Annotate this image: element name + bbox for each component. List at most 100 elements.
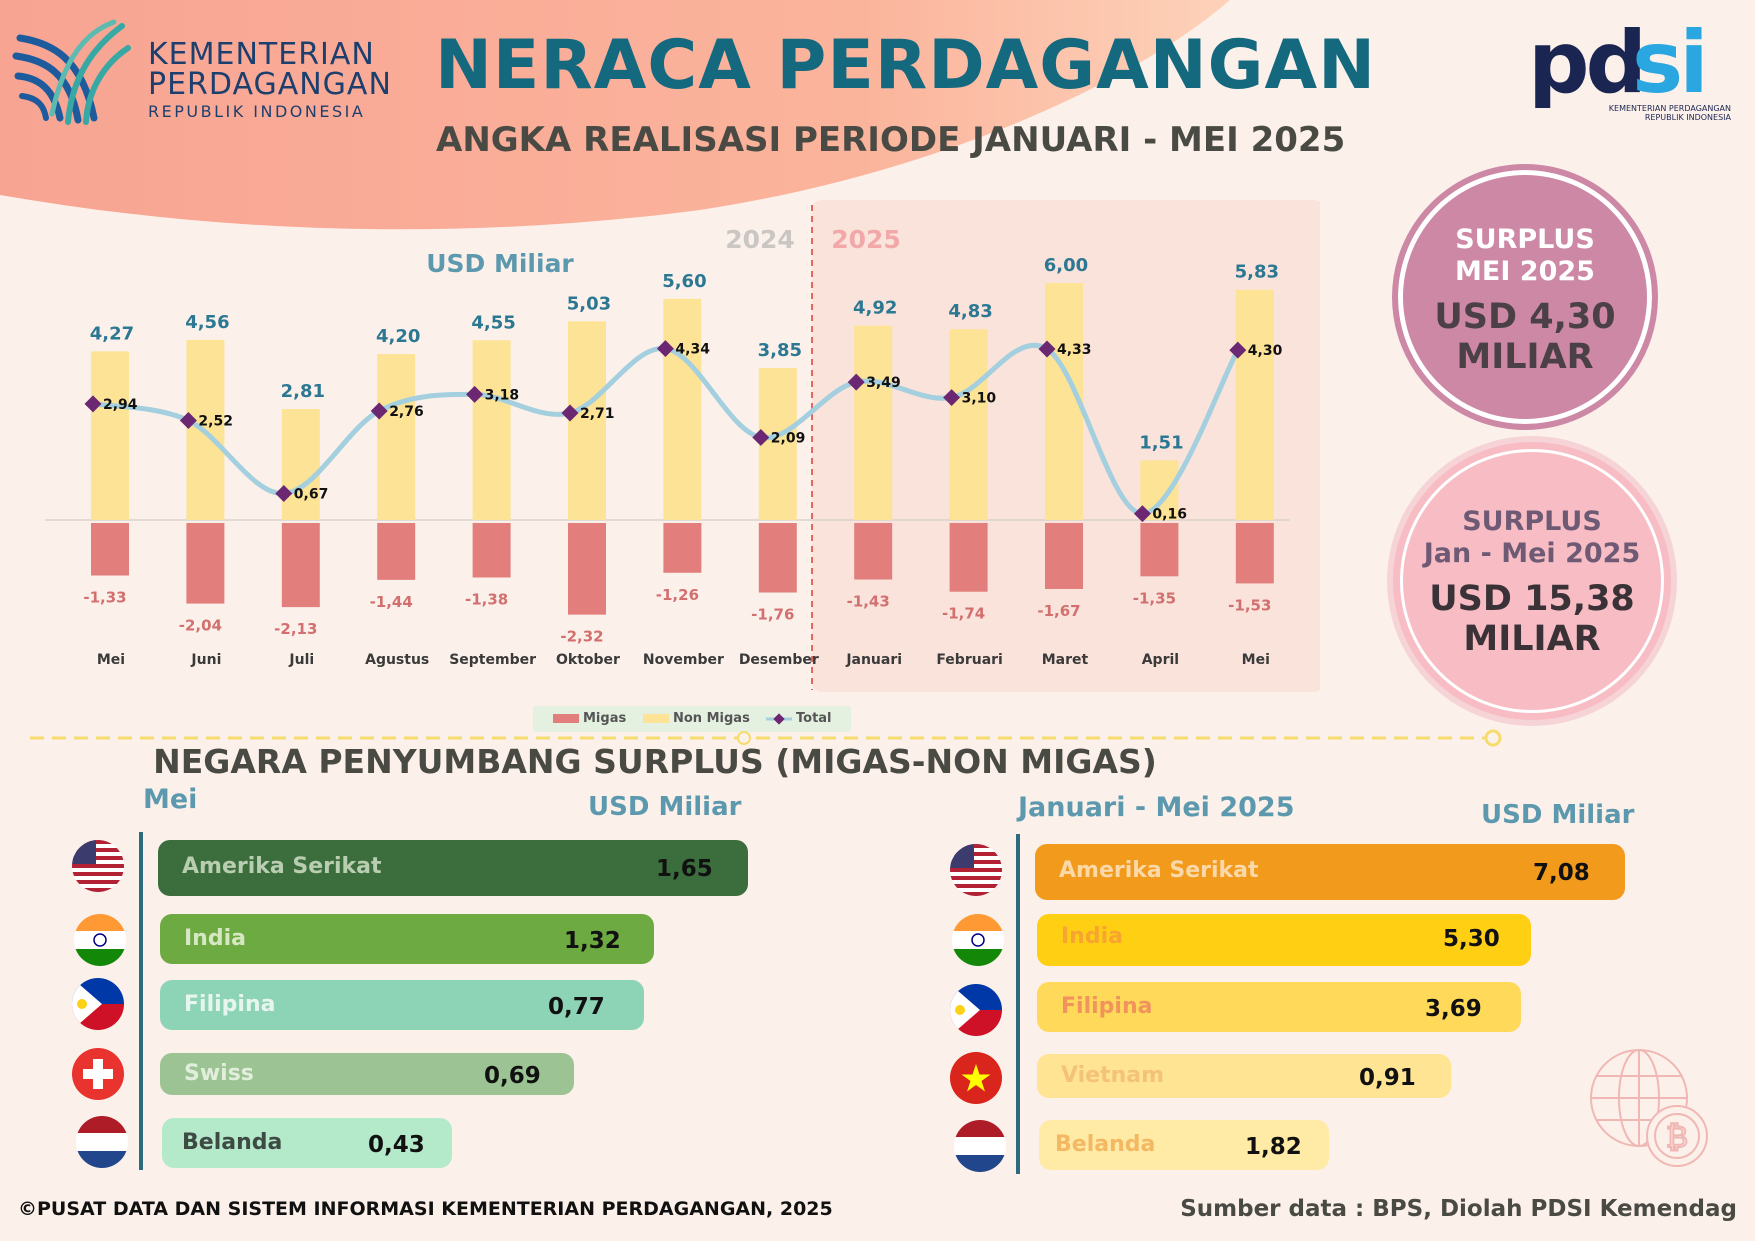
bar-migas [568, 523, 606, 615]
svg-text:₿: ₿ [1666, 1120, 1688, 1155]
label-migas: -1,33 [83, 589, 126, 607]
legend-swatch-migas [553, 714, 579, 723]
category-label: April [1142, 652, 1179, 668]
label-total: 4,34 [675, 342, 710, 358]
left-panel-axis [139, 832, 143, 1170]
legend-label-migas: Migas [583, 711, 627, 726]
bar-left-country: Belanda [182, 1130, 283, 1155]
bar-nonmigas [1235, 289, 1274, 520]
surplus-janmei-badge: SURPLUS Jan - Mei 2025 USD 15,38 MILIAR [1393, 442, 1671, 720]
label-total: 2,76 [389, 404, 424, 420]
marker-total [847, 373, 865, 391]
label-migas: -1,38 [465, 591, 508, 609]
legend-label-total: Total [796, 711, 832, 726]
bar-left-value: 0,69 [484, 1063, 541, 1089]
bar-nonmigas [91, 351, 129, 520]
flag-india-icon [952, 914, 1004, 966]
category-label: Maret [1042, 652, 1089, 668]
marker-total [275, 485, 293, 503]
pdsi-sub-line2: REPUBLIK INDONESIA [1644, 112, 1731, 122]
surplus-janmei-ring [1400, 449, 1664, 713]
bar-right-country: Filipina [1061, 994, 1153, 1019]
flag-india-icon [74, 914, 126, 966]
right-panel-axis [1016, 834, 1020, 1174]
surplus-janmei-value1: USD 15,38 [1429, 578, 1635, 619]
label-migas: -1,44 [370, 593, 413, 611]
ministry-line1: KEMENTERIAN [148, 37, 375, 72]
bar-right-india: India 5,30 [1037, 914, 1531, 966]
bar-right-value: 1,82 [1245, 1134, 1302, 1160]
bar-migas [1140, 523, 1179, 577]
marker-total [752, 428, 770, 446]
header-background [0, 0, 1230, 230]
label-nonmigas: 2,81 [281, 381, 325, 402]
bar-nonmigas [281, 409, 320, 520]
legend-label-nonmigas: Non Migas [673, 711, 750, 726]
bar-nonmigas [949, 329, 988, 520]
surplus-mei-value1: USD 4,30 [1434, 296, 1616, 337]
label-migas: -1,26 [656, 586, 699, 604]
ministry-line2: PERDAGANGAN [148, 67, 392, 102]
surplus-janmei-label2: Jan - Mei 2025 [1423, 538, 1641, 570]
flag-vietnam-icon [950, 1052, 1002, 1104]
bar-migas [1045, 523, 1083, 589]
label-total: 2,52 [198, 413, 233, 429]
bar-right-country: Amerika Serikat [1059, 858, 1259, 883]
flag-switzerland-icon [72, 1048, 124, 1100]
bar-left-filipina: Filipina 0,77 [160, 980, 644, 1030]
bar-right-value: 5,30 [1443, 926, 1500, 952]
page-title: NERACA PERDAGANGAN [435, 26, 1376, 105]
bar-nonmigas [663, 298, 702, 520]
label-migas: -1,35 [1133, 589, 1176, 607]
bar-left-value: 0,77 [548, 994, 605, 1020]
bar-left-country: Swiss [184, 1061, 254, 1086]
label-total: 3,10 [962, 391, 997, 407]
marker-total [466, 385, 484, 403]
bar-left-value: 0,43 [368, 1132, 425, 1158]
label-nonmigas: 5,60 [662, 271, 706, 292]
label-migas: -1,53 [1228, 596, 1271, 614]
flag-netherlands-icon [76, 1116, 128, 1168]
marker-total [179, 411, 197, 429]
ministry-line3: REPUBLIK INDONESIA [148, 102, 366, 121]
bar-migas [91, 523, 129, 576]
bar-right-country: Vietnam [1061, 1063, 1165, 1088]
bar-right-country: India [1061, 924, 1123, 949]
line-total [90, 342, 1241, 517]
label-migas: -1,67 [1037, 602, 1080, 620]
legend-swatch-total [766, 712, 792, 725]
category-label: September [449, 652, 536, 668]
surplus-mei-value2: MILIAR [1456, 337, 1594, 378]
bar-migas [854, 523, 893, 580]
category-label: Juli [288, 652, 314, 668]
label-nonmigas: 4,56 [185, 312, 229, 333]
left-panel-title: Mei [143, 784, 198, 815]
flag-netherlands-icon [954, 1120, 1006, 1172]
pdsi-subtitle: KEMENTERIAN PERDAGANGAN REPUBLIK INDONES… [1609, 104, 1731, 123]
label-total: 3,49 [866, 375, 901, 391]
category-label: Juni [190, 652, 221, 668]
label-nonmigas: 4,20 [376, 326, 420, 347]
bar-right-value: 7,08 [1533, 860, 1590, 886]
section-title: NEGARA PENYUMBANG SURPLUS (MIGAS-NON MIG… [153, 742, 1157, 781]
ministry-name: KEMENTERIAN PERDAGANGAN REPUBLIK INDONES… [148, 40, 392, 120]
label-nonmigas: 5,83 [1235, 262, 1279, 283]
surplus-mei-label2: MEI 2025 [1455, 256, 1595, 288]
period-label-2024: 2024 [725, 225, 795, 254]
category-label: Oktober [556, 652, 620, 668]
flag-philippines-icon [72, 978, 124, 1030]
label-nonmigas: 4,27 [90, 323, 134, 344]
label-migas: -1,43 [847, 592, 890, 610]
bar-left-belanda: Belanda 0,43 [162, 1118, 452, 1168]
bar-nonmigas [472, 340, 511, 520]
category-label: Mei [97, 652, 125, 668]
label-migas: -2,32 [560, 628, 603, 646]
flag-usa-icon [72, 840, 124, 892]
legend-item-total: Total [766, 711, 832, 726]
left-panel-unit: USD Miliar [588, 792, 742, 822]
bar-left-value: 1,32 [564, 928, 621, 954]
y-axis-unit-label: USD Miliar [426, 249, 574, 278]
label-total: 2,09 [771, 430, 806, 446]
label-migas: -1,76 [751, 606, 794, 624]
marker-total [656, 340, 674, 358]
